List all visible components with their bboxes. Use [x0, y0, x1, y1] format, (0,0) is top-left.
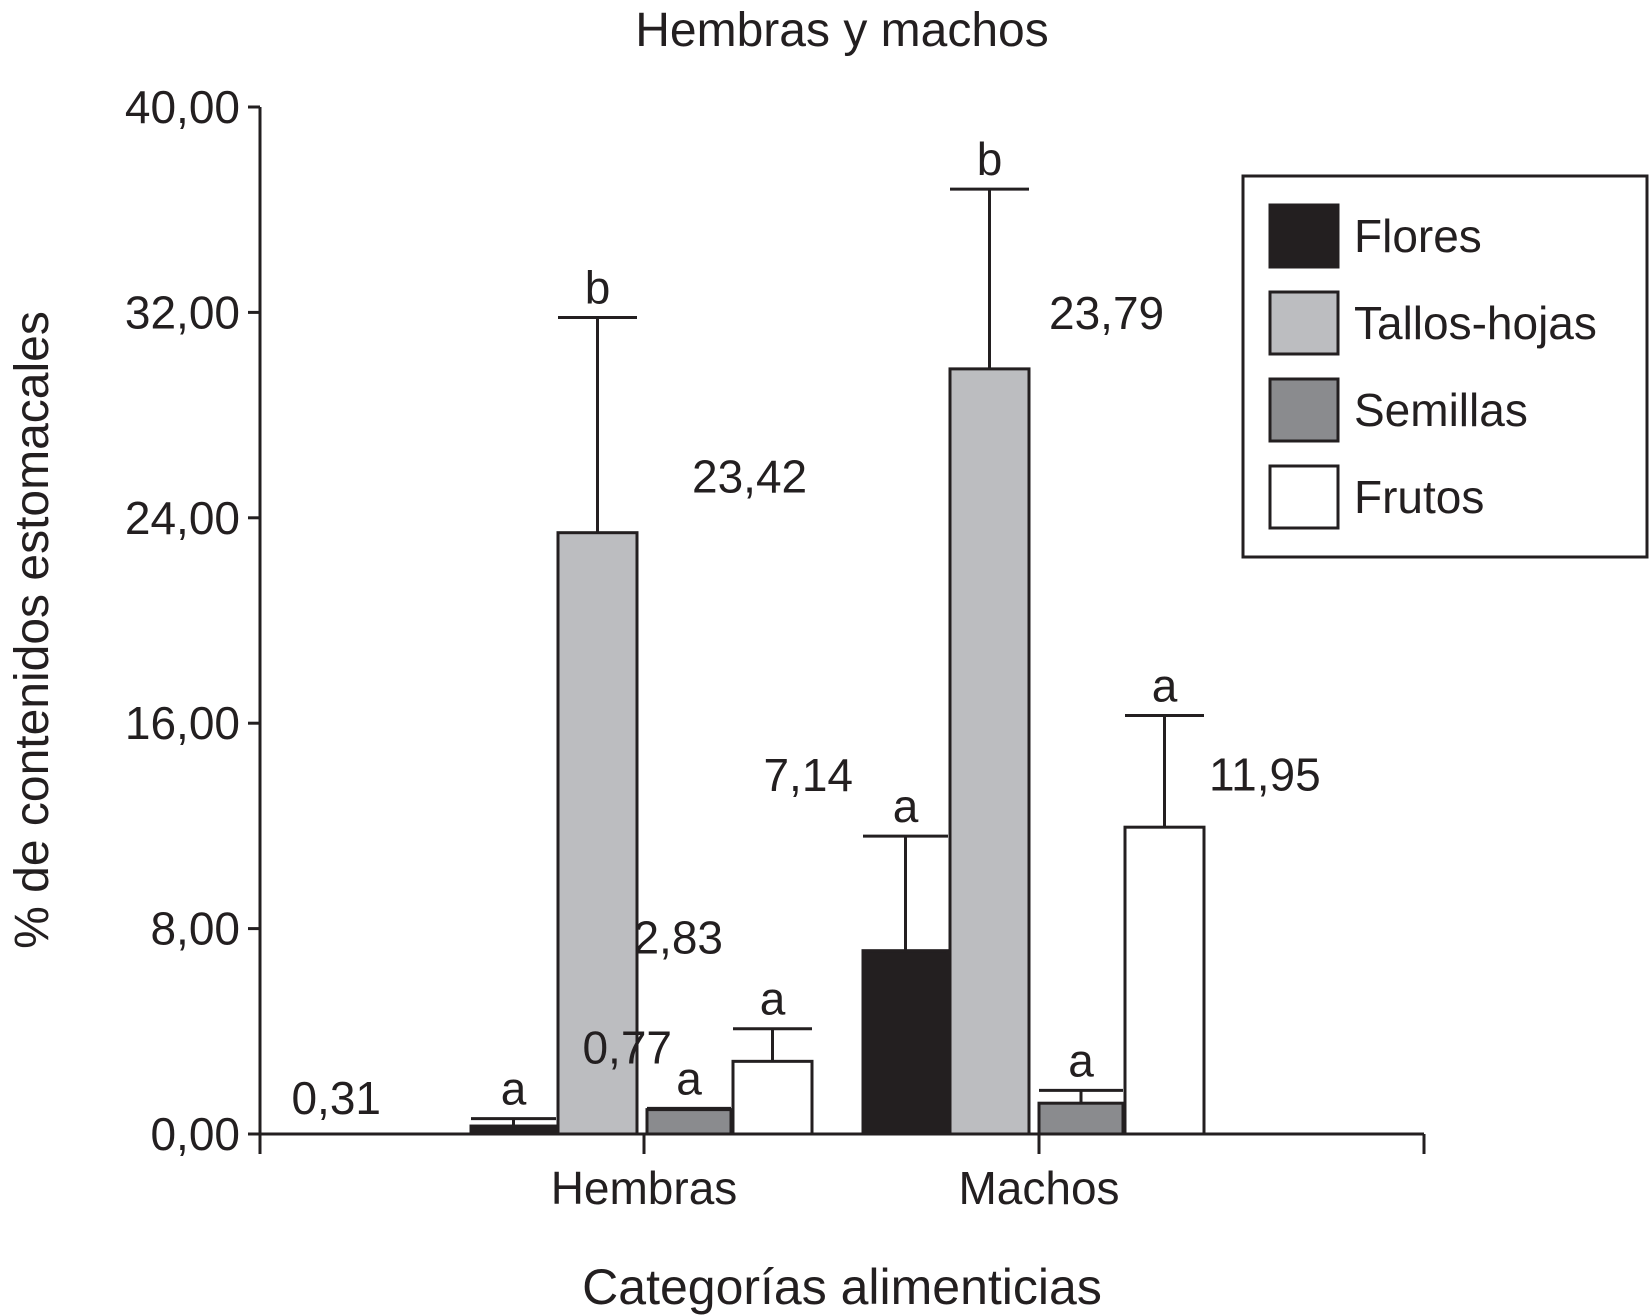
data-label: 23,79	[1049, 287, 1164, 339]
y-tick-label: 24,00	[125, 492, 240, 544]
chart-title: Hembras y machos	[635, 4, 1048, 57]
y-tick-label: 32,00	[125, 286, 240, 338]
bar-semillas-machos	[1037, 1101, 1125, 1136]
data-label: 0,77	[582, 1021, 672, 1073]
data-label: 7,14	[763, 749, 853, 801]
significance-letter: a	[760, 973, 786, 1025]
significance-letter: a	[893, 780, 919, 832]
significance-letter: b	[977, 133, 1003, 185]
legend-label: Frutos	[1354, 471, 1484, 523]
legend-swatch-flores	[1268, 203, 1340, 269]
bar-semillas-hembras	[645, 1108, 733, 1136]
x-tick-label: Machos	[958, 1162, 1119, 1214]
legend-swatch-frutos	[1268, 464, 1340, 530]
data-label: 0,31	[291, 1072, 381, 1124]
legend-label: Tallos-hojas	[1354, 297, 1597, 349]
y-axis-label: % de contenidos estomacales	[6, 311, 59, 949]
legend-label: Flores	[1354, 210, 1482, 262]
legend: Flores Tallos-hojas Semillas Frutos	[1241, 174, 1649, 559]
significance-letter: a	[501, 1063, 527, 1115]
data-label: 23,42	[692, 451, 807, 503]
y-tick-label: 40,00	[125, 81, 240, 133]
bar-flores-machos	[861, 949, 950, 1136]
significance-letter: b	[585, 262, 611, 314]
significance-letter: a	[1068, 1034, 1094, 1086]
bar-tallos-hojas-machos	[948, 367, 1031, 1136]
data-label: 2,83	[633, 912, 723, 964]
data-label: 11,95	[1209, 748, 1321, 800]
legend-swatch-semillas	[1268, 377, 1340, 443]
legend-swatch-tallos-hojas	[1268, 290, 1340, 356]
y-tick-label: 0,00	[150, 1108, 240, 1160]
bar-flores-hembras	[469, 1124, 558, 1136]
y-tick-label: 16,00	[125, 697, 240, 749]
bar-frutos-machos	[1123, 825, 1206, 1136]
legend-label: Semillas	[1354, 384, 1528, 436]
x-tick-label: Hembras	[551, 1162, 738, 1214]
y-tick-label: 8,00	[150, 903, 240, 955]
bar-tallos-hojas-hembras	[556, 531, 639, 1136]
bar-frutos-hembras	[731, 1059, 814, 1136]
significance-letter: a	[676, 1052, 702, 1104]
significance-letter: a	[1152, 659, 1178, 711]
x-axis-label: Categorías alimenticias	[582, 1259, 1102, 1315]
